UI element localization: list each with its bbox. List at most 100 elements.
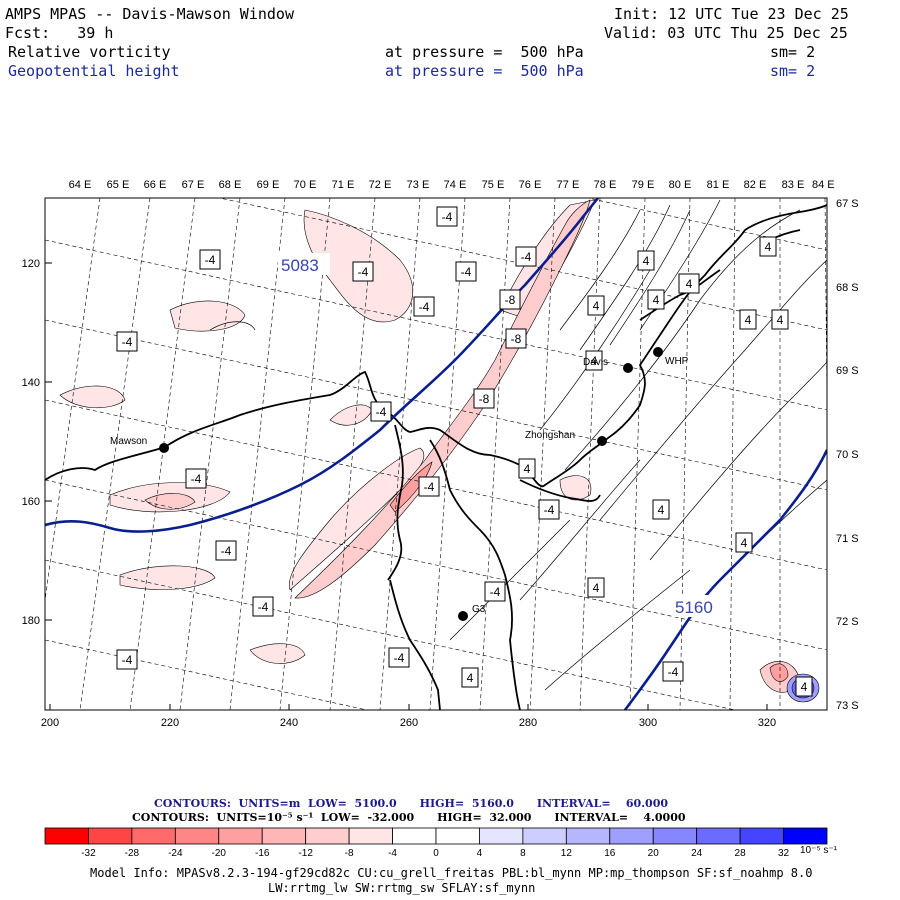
svg-text:73 E: 73 E bbox=[407, 179, 430, 191]
vort-label: -4 bbox=[455, 261, 477, 282]
svg-text:160: 160 bbox=[22, 496, 40, 508]
svg-text:220: 220 bbox=[161, 717, 179, 729]
svg-text:320: 320 bbox=[758, 717, 776, 729]
station-g3: G3 bbox=[458, 604, 486, 621]
svg-text:-4: -4 bbox=[191, 472, 202, 486]
vorticity-shading-peak bbox=[389, 461, 789, 682]
colorbar-tick: 20 bbox=[647, 848, 659, 859]
colorbar-swatch bbox=[348, 827, 393, 845]
colorbar-swatch bbox=[609, 827, 654, 845]
svg-text:-8: -8 bbox=[511, 332, 522, 346]
colorbar-tick: -28 bbox=[124, 848, 140, 859]
colorbar-tick: 24 bbox=[691, 848, 703, 859]
svg-text:260: 260 bbox=[400, 717, 418, 729]
vort-label: -4 bbox=[185, 468, 207, 489]
svg-text:4: 4 bbox=[591, 354, 598, 368]
vort-label: -4 bbox=[116, 649, 138, 670]
svg-text:4: 4 bbox=[801, 680, 808, 694]
svg-text:4: 4 bbox=[653, 293, 660, 307]
colorbar-tick: 4 bbox=[476, 848, 483, 859]
svg-text:Mawson: Mawson bbox=[110, 436, 147, 447]
field2-smoothing: sm= 2 bbox=[770, 62, 816, 80]
station-zhongshan: Zhongshan bbox=[525, 430, 607, 446]
svg-text:74 E: 74 E bbox=[444, 179, 467, 191]
vort-label: 4 bbox=[587, 577, 605, 598]
svg-text:76 E: 76 E bbox=[519, 179, 542, 191]
svg-text:80 E: 80 E bbox=[669, 179, 692, 191]
field2-name: Geopotential height bbox=[8, 62, 180, 80]
svg-text:180: 180 bbox=[22, 615, 40, 627]
svg-text:4: 4 bbox=[741, 536, 748, 550]
forecast-hour: Fcst: 39 h bbox=[5, 24, 114, 42]
field1-smoothing: sm= 2 bbox=[770, 43, 816, 61]
svg-text:4: 4 bbox=[765, 240, 772, 254]
vorticity-labels: -4 -4 -4 -4 -4 -4 -4 -4 -8 -8 -8 -4 -4 -… bbox=[116, 206, 813, 697]
svg-text:71 S: 71 S bbox=[836, 533, 859, 545]
vort-label: -4 bbox=[418, 476, 440, 497]
colorbar-swatch bbox=[435, 827, 480, 845]
colorbar-swatch bbox=[783, 827, 828, 845]
svg-text:-8: -8 bbox=[479, 392, 490, 406]
colorbar-tick: 12 bbox=[560, 848, 572, 859]
colorbar-tick: -12 bbox=[298, 848, 313, 859]
vort-label: 4 bbox=[759, 236, 777, 257]
svg-text:71 E: 71 E bbox=[332, 179, 355, 191]
colorbar-swatch bbox=[652, 827, 698, 845]
svg-text:67 E: 67 E bbox=[182, 179, 205, 191]
height-contour-info: CONTOURS: UNITS=m LOW= 5100.0 HIGH= 5160… bbox=[154, 797, 668, 810]
svg-text:200: 200 bbox=[41, 717, 59, 729]
svg-text:-4: -4 bbox=[258, 600, 269, 614]
station-davis: Davis bbox=[583, 357, 633, 373]
vort-label: -4 bbox=[484, 581, 506, 602]
svg-text:69 S: 69 S bbox=[836, 365, 859, 377]
vort-label: -4 bbox=[388, 647, 410, 668]
vort-label: 4 bbox=[735, 532, 753, 553]
colorbar-swatch bbox=[261, 827, 307, 845]
svg-text:120: 120 bbox=[22, 258, 40, 270]
svg-text:-4: -4 bbox=[122, 335, 133, 349]
model-info-physics: LW:rrtmg_lw SW:rrtmg_sw SFLAY:sf_mynn bbox=[268, 881, 536, 895]
svg-text:4: 4 bbox=[593, 299, 600, 313]
svg-text:73 S: 73 S bbox=[836, 700, 859, 712]
svg-text:-4: -4 bbox=[358, 265, 369, 279]
svg-text:70 E: 70 E bbox=[294, 179, 317, 191]
svg-text:4: 4 bbox=[467, 671, 474, 685]
vort-label: -4 bbox=[662, 661, 684, 682]
svg-text:4: 4 bbox=[643, 254, 650, 268]
vort-label: 4 bbox=[771, 309, 789, 330]
svg-text:Zhongshan: Zhongshan bbox=[525, 430, 575, 441]
map-frame bbox=[44, 197, 828, 711]
right-latitude-labels: 67 S 68 S 69 S 70 S 71 S 72 S 73 S bbox=[836, 198, 859, 712]
vort-label: -4 bbox=[215, 540, 237, 561]
colorbar-tick: 0 bbox=[433, 848, 439, 859]
svg-text:70 S: 70 S bbox=[836, 449, 859, 461]
vort-label: 4 bbox=[678, 273, 700, 294]
svg-text:-4: -4 bbox=[442, 210, 453, 224]
svg-text:83 E: 83 E bbox=[782, 179, 805, 191]
colorbar-tick: -4 bbox=[388, 848, 397, 859]
vort-label: 4 bbox=[739, 309, 757, 330]
model-info: Model Info: MPASv8.2.3-194-gf29cd82c CU:… bbox=[90, 866, 813, 880]
height-contours bbox=[45, 198, 827, 710]
svg-text:68 S: 68 S bbox=[836, 282, 859, 294]
svg-text:65 E: 65 E bbox=[107, 179, 130, 191]
vort-label: -4 bbox=[436, 206, 458, 227]
svg-text:68 E: 68 E bbox=[219, 179, 242, 191]
svg-text:WHP: WHP bbox=[665, 356, 689, 367]
colorbar-swatch bbox=[44, 827, 89, 845]
svg-text:-4: -4 bbox=[376, 405, 387, 419]
svg-text:82 E: 82 E bbox=[744, 179, 767, 191]
colorbar bbox=[44, 827, 828, 845]
svg-text:81 E: 81 E bbox=[707, 179, 730, 191]
vort-label: -4 bbox=[370, 401, 392, 422]
station-mawson: Mawson bbox=[110, 436, 169, 453]
svg-text:300: 300 bbox=[639, 717, 657, 729]
vorticity-contour-info: CONTOURS: UNITS=10⁻⁵ s⁻¹ LOW= -32.000 HI… bbox=[132, 811, 686, 824]
colorbar-units: 10⁻⁵ s⁻¹ bbox=[800, 845, 837, 856]
colorbar-swatch bbox=[696, 827, 741, 845]
svg-text:-4: -4 bbox=[122, 653, 133, 667]
height-contour-5160 bbox=[623, 449, 827, 710]
field1-name: Relative vorticity bbox=[8, 43, 171, 61]
svg-text:140: 140 bbox=[22, 377, 40, 389]
vort-label: -8 bbox=[505, 328, 527, 349]
